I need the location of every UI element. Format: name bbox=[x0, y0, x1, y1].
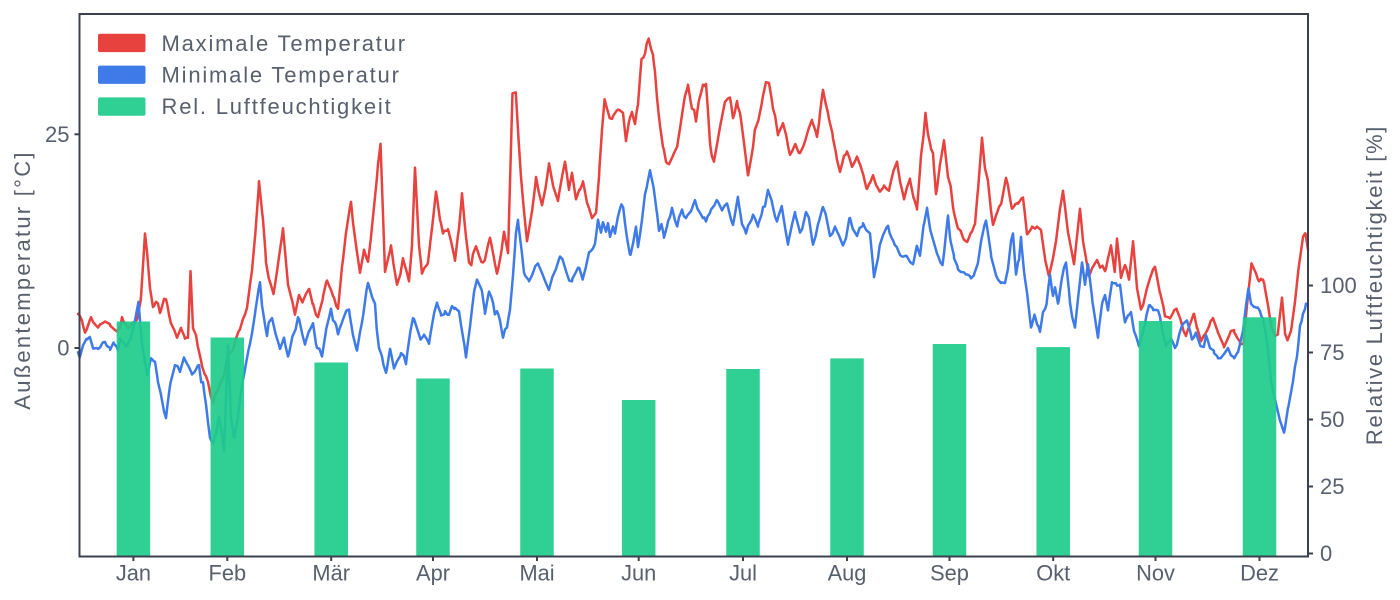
svg-text:Minimale Temperatur: Minimale Temperatur bbox=[162, 63, 401, 88]
svg-text:0: 0 bbox=[57, 336, 69, 361]
svg-text:Außentemperatur [°C]: Außentemperatur [°C] bbox=[10, 150, 35, 409]
svg-text:Sep: Sep bbox=[930, 561, 969, 586]
svg-text:Mai: Mai bbox=[519, 561, 554, 586]
svg-text:75: 75 bbox=[1320, 340, 1344, 365]
svg-text:Apr: Apr bbox=[416, 561, 450, 586]
svg-text:25: 25 bbox=[45, 122, 69, 147]
svg-text:Maximale Temperatur: Maximale Temperatur bbox=[162, 31, 407, 56]
svg-text:0: 0 bbox=[1320, 541, 1332, 566]
svg-text:Rel. Luftfeuchtigkeit: Rel. Luftfeuchtigkeit bbox=[162, 94, 393, 119]
svg-text:Jul: Jul bbox=[729, 561, 757, 586]
svg-text:Jun: Jun bbox=[621, 561, 656, 586]
svg-text:100: 100 bbox=[1320, 273, 1357, 298]
svg-text:Dez: Dez bbox=[1240, 561, 1279, 586]
svg-text:Jan: Jan bbox=[116, 561, 151, 586]
svg-text:Okt: Okt bbox=[1036, 561, 1070, 586]
svg-text:Feb: Feb bbox=[209, 561, 247, 586]
svg-text:25: 25 bbox=[1320, 474, 1344, 499]
svg-text:Relative Luftfeuchtigkeit [%]: Relative Luftfeuchtigkeit [%] bbox=[1362, 125, 1387, 445]
svg-text:Mär: Mär bbox=[312, 561, 350, 586]
svg-text:Aug: Aug bbox=[828, 561, 867, 586]
svg-text:Nov: Nov bbox=[1136, 561, 1175, 586]
svg-text:50: 50 bbox=[1320, 407, 1344, 432]
